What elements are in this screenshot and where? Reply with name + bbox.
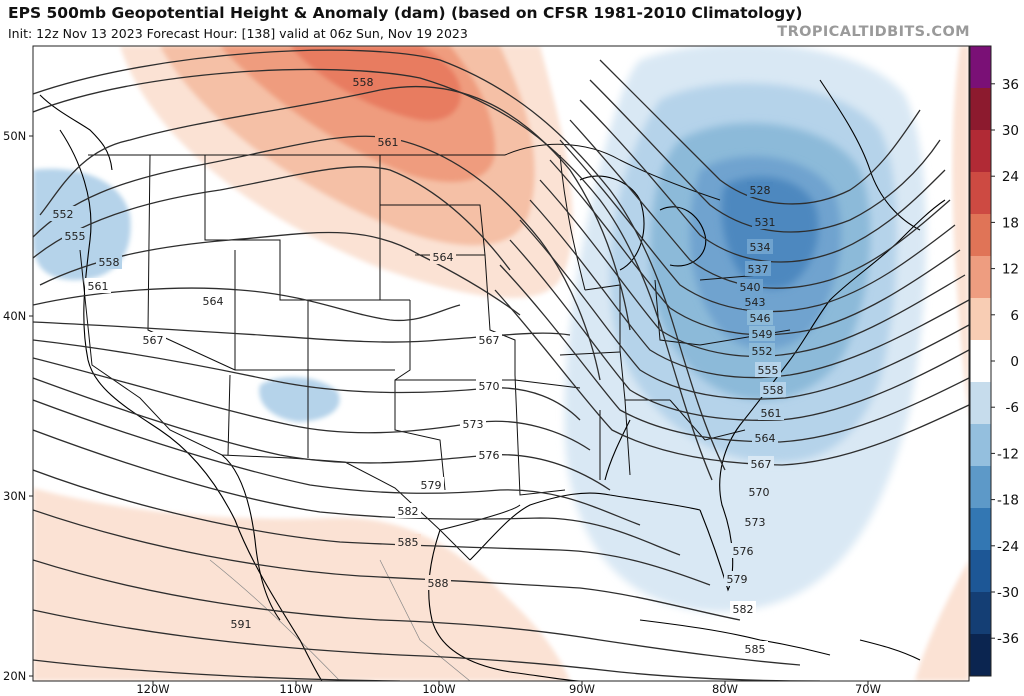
- lon-label: 110W: [279, 682, 312, 696]
- colorbar-swatch: [970, 88, 991, 131]
- colorbar-swatch: [970, 424, 991, 467]
- contour-label: 564: [433, 251, 454, 264]
- contour-label: 588: [428, 577, 449, 590]
- colorbar-swatch: [970, 550, 991, 593]
- contour-label: 555: [65, 230, 86, 243]
- colorbar-swatch: [970, 214, 991, 257]
- colorbar-swatch: [970, 130, 991, 173]
- colorbar-swatch: [970, 382, 991, 425]
- contour-label: 570: [749, 486, 770, 499]
- colorbar-swatch: [970, 634, 991, 677]
- contour-label: 567: [479, 334, 500, 347]
- colorbar: 36 30 24 18 12 6 0 -6 -12 -18 -24 -30 -36: [969, 45, 1019, 677]
- colorbar-tick-label: -6: [1006, 400, 1019, 416]
- contour-label: 579: [421, 479, 442, 492]
- colorbar-tick-label: 24: [1002, 169, 1019, 185]
- lat-label: 50N: [3, 129, 26, 143]
- contour-label: 564: [755, 432, 776, 445]
- contour-label: 582: [733, 603, 754, 616]
- contour-label: 573: [463, 418, 484, 431]
- colorbar-swatch: [970, 340, 991, 383]
- contour-label: 558: [353, 76, 374, 89]
- contour-label: 567: [751, 458, 772, 471]
- contour-label: 558: [763, 384, 784, 397]
- map-frame: [32, 45, 970, 682]
- contour-label: 540: [740, 281, 761, 294]
- page-title: EPS 500mb Geopotential Height & Anomaly …: [8, 4, 803, 22]
- contour-label: 561: [378, 136, 399, 149]
- colorbar-tick-label: -12: [997, 446, 1019, 462]
- contour-label: 534: [750, 241, 771, 254]
- longitude-labels: 120W 110W 100W 90W 80W 70W: [136, 682, 881, 696]
- contour-label: 555: [758, 364, 779, 377]
- colorbar-swatch: [970, 298, 991, 341]
- map-field: 552 555 558 561 564 567 558 561 564 567 …: [33, 46, 969, 681]
- colorbar-tick-label: -36: [997, 631, 1019, 647]
- colorbar-tick-label: -30: [997, 585, 1019, 601]
- positive-anomaly-shading: [33, 46, 969, 681]
- contour-label: 573: [745, 516, 766, 529]
- contour-label: 552: [53, 208, 74, 221]
- contour-label: 570: [479, 380, 500, 393]
- colorbar-tick-label: 30: [1002, 123, 1019, 139]
- colorbar-swatch: [970, 508, 991, 551]
- colorbar-swatch: [970, 46, 991, 89]
- lat-label: 40N: [3, 309, 26, 323]
- contour-label: 576: [479, 449, 500, 462]
- contour-label: 546: [750, 312, 771, 325]
- contour-label: 543: [745, 296, 766, 309]
- contour-label: 552: [752, 345, 773, 358]
- colorbar-tick-label: -24: [997, 539, 1019, 555]
- colorbar-tick-label: 18: [1002, 215, 1019, 231]
- colorbar-swatch: [970, 466, 991, 509]
- colorbar-swatch: [970, 172, 991, 215]
- contour-label: 564: [203, 295, 224, 308]
- lon-label: 100W: [422, 682, 455, 696]
- contour-label: 561: [761, 407, 782, 420]
- lat-label: 30N: [3, 489, 26, 503]
- colorbar-swatch: [970, 256, 991, 299]
- colorbar-tick-label: 36: [1002, 77, 1019, 93]
- run-info: Init: 12z Nov 13 2023 Forecast Hour: [13…: [8, 26, 468, 41]
- contour-label: 591: [231, 618, 252, 631]
- colorbar-tick-label: -18: [997, 493, 1019, 509]
- contour-label: 561: [88, 280, 109, 293]
- colorbar-tick-label: 6: [1010, 308, 1019, 324]
- coastlines: [39, 79, 946, 681]
- colorbar-ticks: 36 30 24 18 12 6 0 -6 -12 -18 -24 -30 -36: [991, 77, 1019, 647]
- contour-label: 531: [755, 216, 776, 229]
- contour-label: 549: [752, 328, 773, 341]
- colorbar-tick-label: 0: [1010, 354, 1019, 370]
- contour-label: 582: [398, 505, 419, 518]
- lon-label: 70W: [855, 682, 881, 696]
- contour-labels: 552 555 558 561 564 567 558 561 564 567 …: [50, 74, 786, 656]
- colorbar-tick-label: 12: [1002, 262, 1019, 278]
- contour-label: 558: [99, 256, 120, 269]
- contour-label: 528: [750, 184, 771, 197]
- contour-label: 585: [745, 643, 766, 656]
- brand-watermark: TROPICALTIDBITS.COM: [777, 24, 970, 40]
- lat-label: 20N: [3, 669, 26, 683]
- colorbar-swatches: [970, 46, 991, 677]
- contour-label: 567: [143, 334, 164, 347]
- latitude-labels: 50N 40N 30N 20N: [3, 129, 26, 683]
- contour-label: 579: [727, 573, 748, 586]
- lon-label: 120W: [136, 682, 169, 696]
- lon-label: 90W: [569, 682, 595, 696]
- contour-label: 537: [748, 263, 769, 276]
- graticule-ticks: [29, 135, 869, 685]
- lon-label: 80W: [712, 682, 738, 696]
- colorbar-swatch: [970, 592, 991, 635]
- height-contours: [33, 49, 969, 681]
- contour-label: 585: [398, 536, 419, 549]
- contour-label: 576: [733, 545, 754, 558]
